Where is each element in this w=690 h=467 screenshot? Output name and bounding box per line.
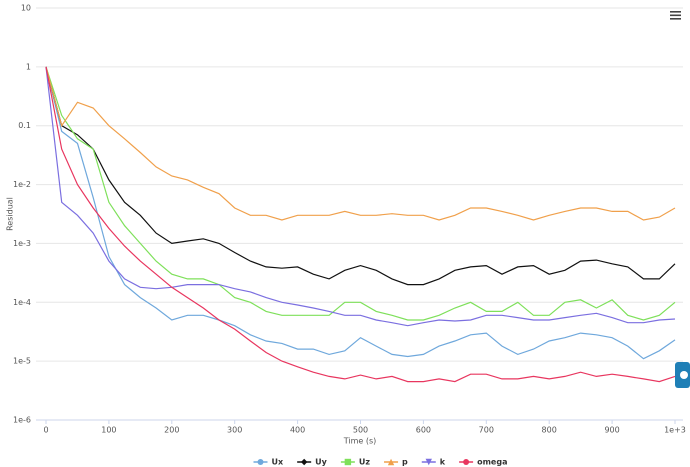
y-tick-label: 10	[21, 4, 31, 13]
legend-item[interactable]: omega	[459, 458, 507, 467]
legend-label: omega	[477, 458, 507, 467]
legend-symbol	[387, 458, 395, 466]
series-line	[45, 66, 676, 327]
legend-item[interactable]: Uy	[297, 458, 328, 467]
legend-symbol	[463, 459, 470, 465]
y-axis-title: Residual	[6, 197, 15, 231]
y-tick-label: 1e-5	[13, 357, 31, 366]
legend-item[interactable]: p	[384, 458, 408, 467]
legend-symbol	[257, 459, 264, 465]
x-tick-label: 600	[416, 426, 431, 435]
series-line	[45, 66, 676, 360]
y-tick-label: 1e-6	[13, 416, 31, 425]
menu-bar	[670, 14, 681, 17]
legend-symbol	[344, 458, 352, 466]
side-tab-icon	[680, 371, 688, 379]
x-tick-label: 1e+3	[664, 426, 686, 435]
legend-label: Ux	[272, 458, 284, 467]
y-tick-label: 1e-4	[13, 298, 31, 307]
legend-symbol	[425, 458, 432, 466]
legend-item[interactable]: Uz	[340, 458, 370, 467]
y-tick-label: 1e-2	[13, 180, 31, 189]
x-axis-title: Time (s)	[343, 437, 377, 446]
legend-label: Uz	[359, 458, 370, 467]
legend-label: Uy	[315, 458, 327, 467]
legend-item[interactable]: Ux	[253, 458, 284, 467]
x-tick-label: 900	[604, 426, 619, 435]
series-line	[45, 66, 676, 383]
menu-bar	[670, 18, 681, 20]
x-tick-label: 400	[290, 426, 305, 435]
legend-label: p	[402, 458, 408, 467]
series-line	[45, 66, 676, 221]
x-tick-label: 700	[479, 426, 494, 435]
legend: Ux Uy Uz p k omega	[253, 458, 507, 467]
y-tick-label: 1	[26, 62, 31, 71]
y-tick-label: 0.1	[18, 121, 31, 130]
series-line	[45, 66, 676, 321]
x-tick-label: 500	[353, 426, 368, 435]
y-tick-label: 1e-3	[13, 239, 31, 248]
menu-button[interactable]	[670, 11, 681, 20]
x-tick-label: 300	[227, 426, 242, 435]
side-tab[interactable]	[675, 362, 690, 388]
x-tick-label: 0	[43, 426, 48, 435]
x-tick-label: 100	[101, 426, 116, 435]
x-tick-label: 200	[164, 426, 179, 435]
x-tick-label: 800	[542, 426, 557, 435]
series-line	[45, 66, 676, 286]
menu-bar	[670, 11, 681, 13]
legend-symbol	[300, 458, 308, 466]
legend-label: k	[440, 458, 446, 467]
legend-item[interactable]: k	[421, 458, 446, 467]
